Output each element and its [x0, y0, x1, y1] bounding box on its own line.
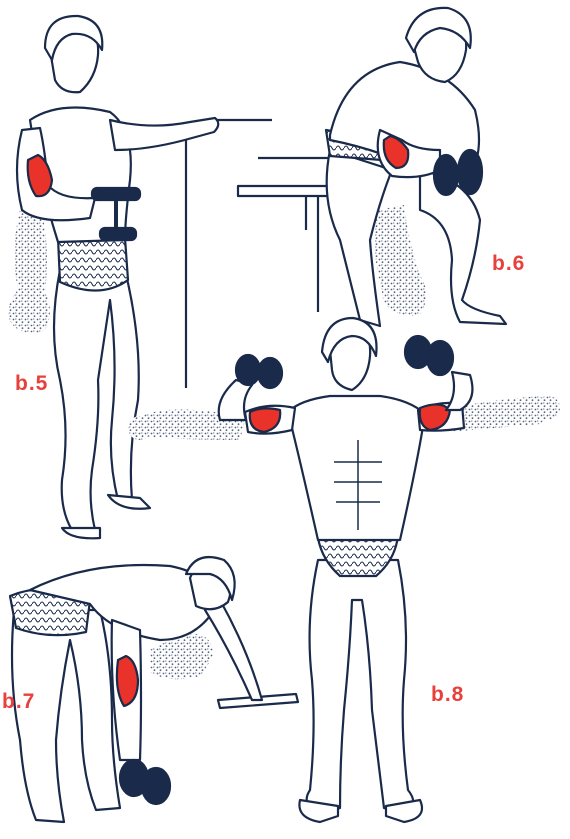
left-leg	[325, 148, 394, 328]
dumbbell-right	[403, 334, 455, 377]
legs	[10, 608, 122, 824]
right-forearm	[444, 370, 474, 412]
support-arm	[203, 598, 264, 702]
briefs	[56, 236, 130, 292]
motion-ghost-dumbbell	[177, 634, 213, 670]
hair	[404, 6, 472, 54]
figure-label-b8: b.8	[431, 683, 465, 706]
legs	[52, 268, 140, 532]
figure-b8	[128, 316, 560, 824]
dumbbell	[118, 758, 172, 806]
dumbbell	[432, 148, 484, 197]
figure-label-b5: b.5	[15, 372, 49, 395]
extended-arm	[108, 116, 220, 152]
dumbbell	[90, 186, 142, 242]
motion-ghost-dumbbell	[382, 270, 426, 314]
foot	[384, 798, 424, 824]
motion-ghost-dumbbell	[536, 396, 560, 420]
figure-label-b6: b.6	[492, 252, 526, 275]
motion-ghost-dumbbell	[8, 292, 48, 332]
tricep-highlight	[115, 654, 140, 708]
right-delt-highlight	[418, 403, 452, 432]
abdominals	[334, 440, 382, 530]
motion-ghost-right-arm	[440, 396, 548, 432]
hair	[43, 14, 104, 62]
right-leg	[418, 168, 508, 326]
torso	[286, 394, 427, 542]
figure-b7	[8, 556, 300, 824]
motion-ghost-dumbbell	[128, 416, 152, 440]
hair	[184, 556, 236, 602]
legs	[305, 558, 415, 814]
foot	[60, 526, 102, 540]
figure-b6	[236, 6, 508, 328]
bicep-highlight	[26, 153, 54, 198]
hair	[320, 316, 378, 364]
foot	[106, 493, 152, 510]
left-delt-highlight	[248, 407, 282, 434]
foot	[298, 798, 340, 824]
dumbbell-left	[234, 353, 284, 390]
bicep-highlight	[382, 134, 410, 170]
figure-b5	[8, 14, 272, 540]
briefs	[316, 534, 400, 578]
figure-label-b7: b.7	[2, 690, 36, 713]
